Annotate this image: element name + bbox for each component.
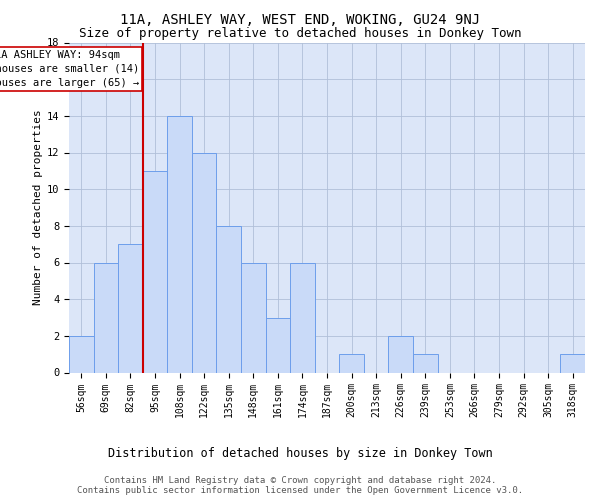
Bar (560, 354, 585, 372)
Bar (217, 226, 241, 372)
Bar (266, 318, 290, 372)
Bar (143, 171, 167, 372)
Bar (118, 244, 143, 372)
Text: Contains HM Land Registry data © Crown copyright and database right 2024.: Contains HM Land Registry data © Crown c… (104, 476, 496, 485)
Bar (413, 354, 437, 372)
Text: Distribution of detached houses by size in Donkey Town: Distribution of detached houses by size … (107, 448, 493, 460)
Text: Size of property relative to detached houses in Donkey Town: Size of property relative to detached ho… (79, 28, 521, 40)
Bar (241, 262, 266, 372)
Text: 11A, ASHLEY WAY, WEST END, WOKING, GU24 9NJ: 11A, ASHLEY WAY, WEST END, WOKING, GU24 … (120, 12, 480, 26)
Bar (339, 354, 364, 372)
Bar (388, 336, 413, 372)
Bar (94, 262, 118, 372)
Text: 11A ASHLEY WAY: 94sqm   
← 18% of detached houses are smaller (14)
82% of semi-d: 11A ASHLEY WAY: 94sqm ← 18% of detached … (0, 50, 139, 88)
Y-axis label: Number of detached properties: Number of detached properties (32, 110, 43, 306)
Bar (167, 116, 192, 372)
Text: Contains public sector information licensed under the Open Government Licence v3: Contains public sector information licen… (77, 486, 523, 495)
Bar (192, 152, 217, 372)
Bar (69, 336, 94, 372)
Bar (290, 262, 315, 372)
